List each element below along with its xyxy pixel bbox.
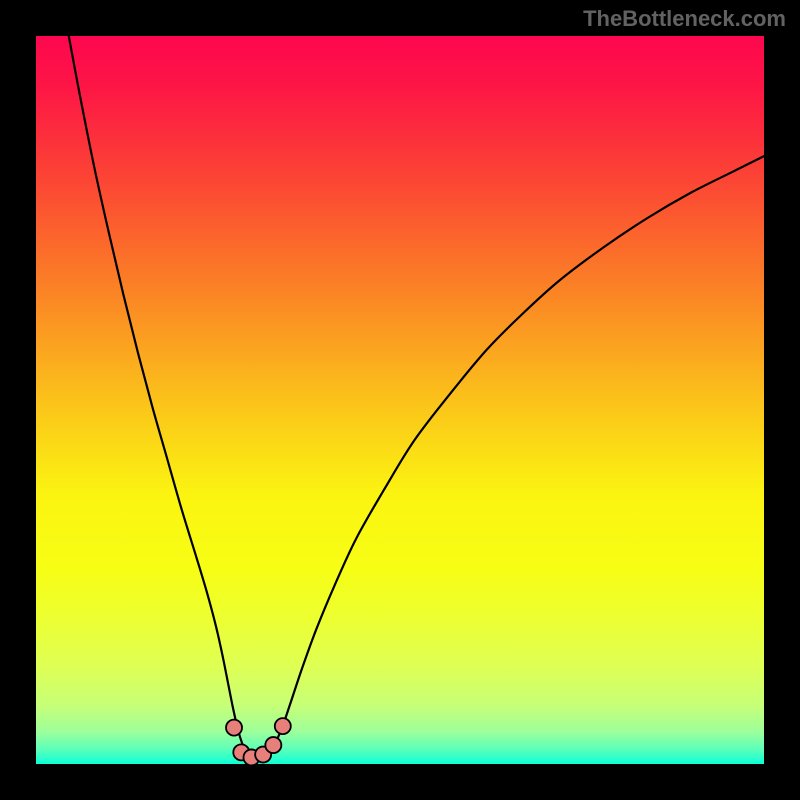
curve-marker [275, 718, 291, 734]
bottleneck-curve [69, 36, 764, 758]
curve-svg [36, 36, 764, 764]
chart-stage: TheBottleneck.com [0, 0, 800, 800]
curve-marker [226, 720, 242, 736]
curve-markers [226, 718, 291, 765]
attribution-text: TheBottleneck.com [583, 6, 786, 32]
curve-marker [265, 737, 281, 753]
